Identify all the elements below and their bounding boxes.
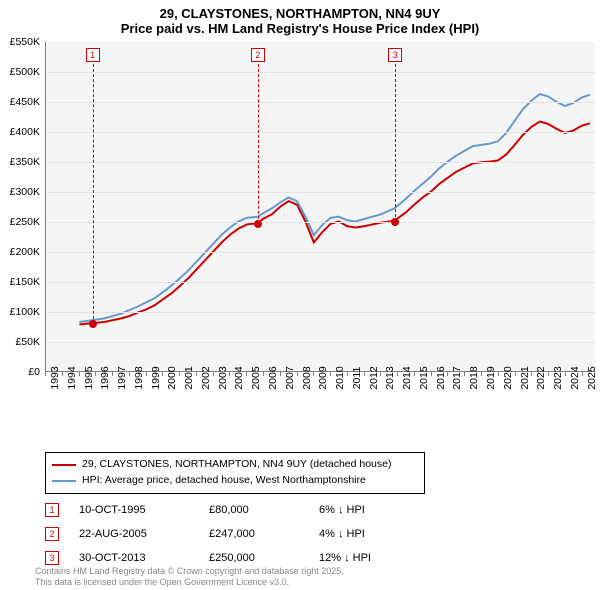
xtick-label: 1999 — [150, 366, 162, 389]
legend-label-hpi: HPI: Average price, detached house, West… — [82, 473, 366, 489]
ytick-label: £100K — [0, 306, 40, 318]
sales-row: 2 22-AUG-2005 £247,000 4% ↓ HPI — [35, 522, 575, 546]
xtick-label: 2006 — [267, 366, 279, 389]
xtick-label: 2017 — [451, 366, 463, 389]
sale-diff: 12% ↓ HPI — [319, 552, 429, 564]
xtick-label: 2002 — [200, 366, 212, 389]
legend: 29, CLAYSTONES, NORTHAMPTON, NN4 9UY (de… — [45, 452, 425, 494]
xtick-label: 2016 — [435, 366, 447, 389]
xtick-label: 2025 — [586, 366, 598, 389]
callout-line — [395, 64, 396, 222]
ytick-label: £150K — [0, 276, 40, 288]
sale-callout-3: 3 — [45, 551, 59, 565]
footer-line2: This data is licensed under the Open Gov… — [35, 577, 344, 588]
chart-container: 1 2 3 £0 £50K £100K £150K £200K £250K £300K £350K… — [0, 42, 600, 412]
callout-line — [258, 64, 259, 224]
gridline — [46, 282, 595, 283]
xtick-label: 2021 — [519, 366, 531, 389]
sales-table: 1 10-OCT-1995 £80,000 6% ↓ HPI 2 22-AUG-… — [35, 498, 575, 570]
sale-callout-2: 2 — [45, 527, 59, 541]
series-hpi — [79, 94, 590, 322]
sale-callout-1: 1 — [45, 503, 59, 517]
sale-price: £80,000 — [209, 504, 299, 516]
ytick-label: £450K — [0, 96, 40, 108]
xtick-label: 2023 — [552, 366, 564, 389]
callout-box-3: 3 — [388, 48, 402, 62]
footer-line1: Contains HM Land Registry data © Crown c… — [35, 566, 344, 577]
sale-date: 22-AUG-2005 — [79, 528, 189, 540]
sales-row: 1 10-OCT-1995 £80,000 6% ↓ HPI — [35, 498, 575, 522]
xtick-label: 2018 — [468, 366, 480, 389]
xtick-label: 2019 — [485, 366, 497, 389]
xtick-label: 2024 — [569, 366, 581, 389]
chart-title: 29, CLAYSTONES, NORTHAMPTON, NN4 9UY Pri… — [0, 0, 600, 36]
xtick-label: 2020 — [502, 366, 514, 389]
xtick-label: 2014 — [401, 366, 413, 389]
legend-swatch-subject — [52, 464, 76, 466]
xtick-label: 2009 — [317, 366, 329, 389]
footer-attribution: Contains HM Land Registry data © Crown c… — [35, 566, 344, 589]
xtick-label: 2022 — [535, 366, 547, 389]
sale-diff: 6% ↓ HPI — [319, 504, 429, 516]
callout-box-2: 2 — [251, 48, 265, 62]
sale-date: 30-OCT-2013 — [79, 552, 189, 564]
plot-area: 1 2 3 — [45, 42, 595, 372]
callout-line — [93, 64, 94, 324]
gridline — [46, 132, 595, 133]
sale-price: £250,000 — [209, 552, 299, 564]
xtick-label: 2008 — [301, 366, 313, 389]
ytick-label: £350K — [0, 156, 40, 168]
gridline — [46, 192, 595, 193]
xtick-label: 2000 — [166, 366, 178, 389]
xtick-label: 2015 — [418, 366, 430, 389]
xtick-label: 1996 — [99, 366, 111, 389]
title-line2: Price paid vs. HM Land Registry's House … — [0, 21, 600, 36]
xtick-label: 2005 — [250, 366, 262, 389]
gridline — [46, 312, 595, 313]
xtick-label: 2004 — [233, 366, 245, 389]
legend-swatch-hpi — [52, 480, 76, 482]
sale-diff: 4% ↓ HPI — [319, 528, 429, 540]
ytick-label: £0 — [0, 366, 40, 378]
ytick-label: £400K — [0, 126, 40, 138]
gridline — [46, 252, 595, 253]
sale-price: £247,000 — [209, 528, 299, 540]
xtick-label: 2010 — [334, 366, 346, 389]
gridline — [46, 72, 595, 73]
ytick-label: £200K — [0, 246, 40, 258]
sale-date: 10-OCT-1995 — [79, 504, 189, 516]
gridline — [46, 222, 595, 223]
gridline — [46, 102, 595, 103]
gridline — [46, 342, 595, 343]
legend-row-hpi: HPI: Average price, detached house, West… — [52, 473, 418, 489]
callout-box-1: 1 — [86, 48, 100, 62]
xtick-label: 2003 — [217, 366, 229, 389]
ytick-label: £50K — [0, 336, 40, 348]
gridline — [46, 162, 595, 163]
ytick-label: £250K — [0, 216, 40, 228]
ytick-label: £300K — [0, 186, 40, 198]
xtick-label: 2012 — [368, 366, 380, 389]
xtick-label: 2001 — [183, 366, 195, 389]
title-line1: 29, CLAYSTONES, NORTHAMPTON, NN4 9UY — [0, 6, 600, 21]
xtick-label: 2013 — [384, 366, 396, 389]
xtick-label: 1997 — [116, 366, 128, 389]
ytick-label: £550K — [0, 36, 40, 48]
xtick-label: 1995 — [83, 366, 95, 389]
legend-row-subject: 29, CLAYSTONES, NORTHAMPTON, NN4 9UY (de… — [52, 457, 418, 473]
legend-label-subject: 29, CLAYSTONES, NORTHAMPTON, NN4 9UY (de… — [82, 457, 391, 473]
line-layer — [46, 42, 595, 371]
xtick-label: 2007 — [284, 366, 296, 389]
xtick-label: 1993 — [49, 366, 61, 389]
xtick-label: 1994 — [66, 366, 78, 389]
xtick-label: 1998 — [133, 366, 145, 389]
ytick-label: £500K — [0, 66, 40, 78]
xtick-label: 2011 — [351, 367, 363, 390]
